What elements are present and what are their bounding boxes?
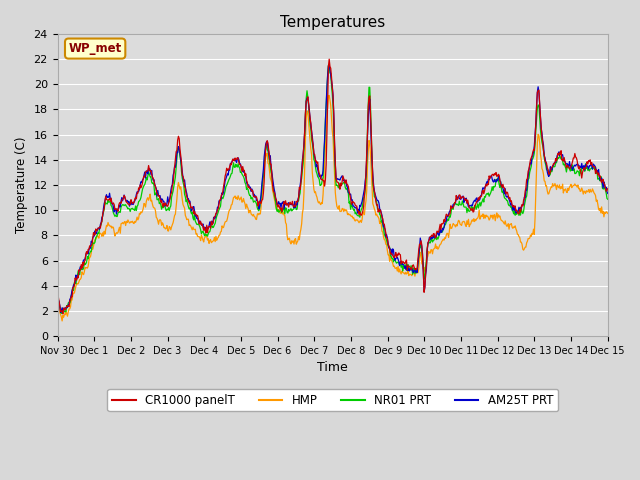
AM25T PRT bbox=[54, 293, 61, 299]
AM25T PRT bbox=[65, 302, 72, 308]
AM25T PRT bbox=[417, 240, 425, 245]
AM25T PRT bbox=[325, 62, 333, 68]
HMP bbox=[58, 318, 66, 324]
NR01 PRT bbox=[324, 62, 332, 68]
AM25T PRT bbox=[206, 219, 214, 225]
NR01 PRT bbox=[121, 202, 129, 208]
CR1000 panelT bbox=[59, 311, 67, 317]
Title: Temperatures: Temperatures bbox=[280, 15, 385, 30]
Text: WP_met: WP_met bbox=[68, 42, 122, 55]
NR01 PRT bbox=[401, 262, 409, 268]
Line: CR1000 panelT: CR1000 panelT bbox=[58, 59, 608, 314]
CR1000 panelT bbox=[54, 284, 61, 289]
NR01 PRT bbox=[58, 311, 65, 316]
AM25T PRT bbox=[57, 310, 65, 315]
NR01 PRT bbox=[54, 293, 61, 299]
Line: AM25T PRT: AM25T PRT bbox=[58, 65, 608, 312]
CR1000 panelT bbox=[121, 194, 129, 200]
AM25T PRT bbox=[121, 195, 129, 201]
HMP bbox=[177, 184, 184, 190]
AM25T PRT bbox=[401, 265, 409, 271]
CR1000 panelT bbox=[604, 186, 612, 192]
HMP bbox=[54, 288, 61, 293]
HMP bbox=[65, 309, 72, 315]
NR01 PRT bbox=[65, 300, 72, 306]
HMP bbox=[206, 238, 214, 243]
Line: NR01 PRT: NR01 PRT bbox=[58, 65, 608, 313]
NR01 PRT bbox=[417, 242, 425, 248]
Legend: CR1000 panelT, HMP, NR01 PRT, AM25T PRT: CR1000 panelT, HMP, NR01 PRT, AM25T PRT bbox=[108, 389, 558, 411]
CR1000 panelT bbox=[401, 261, 409, 266]
CR1000 panelT bbox=[65, 303, 72, 309]
CR1000 panelT bbox=[417, 238, 425, 244]
Line: HMP: HMP bbox=[58, 96, 608, 321]
Y-axis label: Temperature (C): Temperature (C) bbox=[15, 137, 28, 233]
NR01 PRT bbox=[604, 196, 612, 202]
CR1000 panelT bbox=[177, 153, 184, 158]
HMP bbox=[417, 252, 425, 257]
NR01 PRT bbox=[206, 229, 214, 235]
HMP bbox=[121, 219, 129, 225]
X-axis label: Time: Time bbox=[317, 361, 348, 374]
HMP bbox=[401, 271, 409, 277]
HMP bbox=[604, 211, 612, 216]
NR01 PRT bbox=[177, 158, 184, 164]
CR1000 panelT bbox=[206, 224, 214, 229]
HMP bbox=[325, 93, 333, 98]
AM25T PRT bbox=[177, 156, 184, 162]
AM25T PRT bbox=[604, 191, 612, 196]
CR1000 panelT bbox=[325, 56, 333, 62]
